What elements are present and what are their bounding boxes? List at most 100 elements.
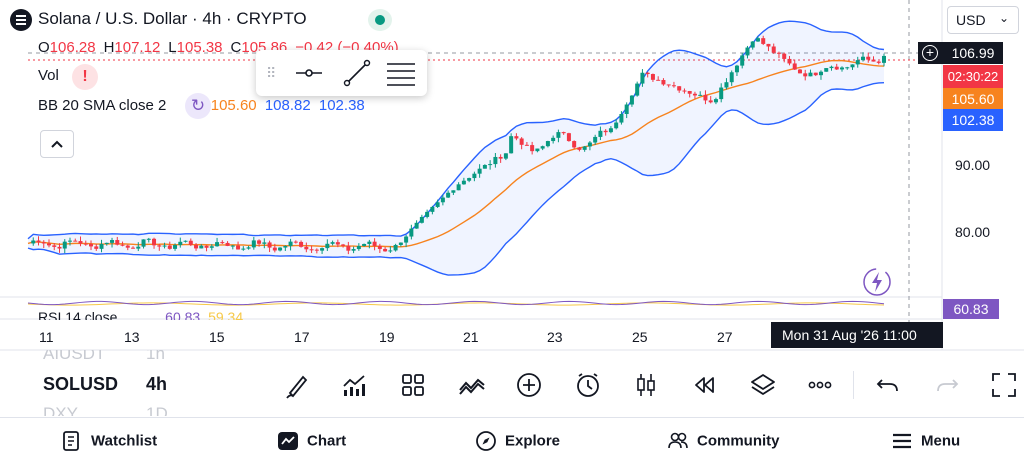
candle-body xyxy=(603,130,608,133)
undo-icon[interactable] xyxy=(871,368,905,402)
candle-body xyxy=(94,246,99,249)
candle-body xyxy=(792,63,797,70)
candle-body xyxy=(225,242,230,246)
bollinger-basis-line xyxy=(27,59,885,248)
solana-logo-icon xyxy=(10,9,32,31)
candle-body xyxy=(724,82,729,88)
candle-body xyxy=(341,244,346,246)
refresh-icon[interactable]: ↻ xyxy=(185,93,211,119)
candle-body xyxy=(740,55,745,66)
add-icon[interactable] xyxy=(512,368,546,402)
chart-type-icon[interactable] xyxy=(455,368,489,402)
replay-icon[interactable] xyxy=(687,368,721,402)
layers-icon[interactable] xyxy=(746,368,780,402)
candle-body xyxy=(755,38,760,42)
candle-body xyxy=(535,148,540,152)
chevron-up-icon xyxy=(51,140,63,148)
current-timeframe[interactable]: 4h xyxy=(146,374,168,394)
lightning-icon[interactable] xyxy=(861,266,893,298)
candle-body xyxy=(551,137,556,142)
candle-body xyxy=(650,74,655,80)
nav-menu[interactable]: Menu xyxy=(891,430,960,452)
rsi-legend[interactable]: RSI 14 close 60.83 59.34 xyxy=(38,309,244,320)
nav-community[interactable]: Community xyxy=(667,430,780,452)
fullscreen-icon[interactable] xyxy=(987,368,1021,402)
candle-body xyxy=(89,243,94,247)
candles-icon[interactable] xyxy=(629,368,663,402)
brush-icon[interactable] xyxy=(281,368,315,402)
crosshair-price-tag: 106.99 xyxy=(943,42,1003,64)
candle-body xyxy=(262,242,267,244)
candle-body xyxy=(572,141,577,148)
candle-body xyxy=(383,248,388,252)
candle-body xyxy=(456,184,461,191)
drawing-toolbar[interactable]: ⠿ xyxy=(256,50,427,96)
candle-body xyxy=(461,180,466,185)
candle-body xyxy=(194,244,199,249)
volume-label[interactable]: Vol xyxy=(38,67,59,84)
volume-warning-icon[interactable]: ! xyxy=(72,64,98,90)
candle-body xyxy=(624,104,629,115)
current-symbol[interactable]: SOLUSD xyxy=(43,374,119,394)
prev-timeframe[interactable]: 1h xyxy=(146,350,165,363)
indicators-icon[interactable] xyxy=(337,368,371,402)
price-tick: 80.00 xyxy=(955,224,991,240)
candle-body xyxy=(524,144,529,146)
candle-body xyxy=(771,46,776,53)
prev-symbol[interactable]: AIUSDT xyxy=(43,350,106,363)
candle-body xyxy=(62,241,67,249)
symbol-title[interactable]: Solana / U.S. Dollar · 4h · CRYPTO xyxy=(38,9,307,28)
next-symbol[interactable]: DXY xyxy=(43,404,78,416)
countdown-tag: 02:30:22 xyxy=(943,65,1003,89)
time-label: 19 xyxy=(379,329,395,345)
bb-lower-tag: 102.38 xyxy=(943,109,1003,131)
candle-body xyxy=(299,241,304,247)
candle-body xyxy=(614,122,619,129)
more-icon[interactable] xyxy=(803,368,837,402)
candle-body xyxy=(540,146,545,149)
candle-body xyxy=(388,250,393,252)
nav-watchlist[interactable]: Watchlist xyxy=(61,430,157,452)
candle-body xyxy=(561,132,566,134)
candle-body xyxy=(283,245,288,248)
candle-body xyxy=(761,38,766,44)
time-label: 13 xyxy=(124,329,140,345)
horizontal-ray-tool-icon[interactable] xyxy=(292,58,326,88)
time-label: 21 xyxy=(463,329,479,345)
chart-icon xyxy=(277,430,299,452)
candle-body xyxy=(750,41,755,48)
bollinger-legend[interactable]: BB 20 SMA close 2 105.60 108.82 102.38 xyxy=(38,97,365,114)
nav-chart[interactable]: Chart xyxy=(277,430,346,452)
bollinger-band-fill xyxy=(28,21,884,276)
candle-body xyxy=(734,65,739,73)
candle-body xyxy=(766,43,771,47)
candle-body xyxy=(409,228,414,237)
candle-body xyxy=(99,243,104,249)
candle-body xyxy=(246,247,251,249)
candle-body xyxy=(199,245,204,249)
candle-body xyxy=(692,93,697,96)
templates-icon[interactable] xyxy=(396,368,430,402)
next-timeframe[interactable]: 1D xyxy=(146,404,168,416)
candle-body xyxy=(47,243,52,246)
nav-explore[interactable]: Explore xyxy=(475,430,560,452)
candle-body xyxy=(430,206,435,212)
trend-line-tool-icon[interactable] xyxy=(340,58,374,88)
candle-body xyxy=(787,58,792,64)
candle-body xyxy=(635,83,640,96)
candle-body xyxy=(682,90,687,92)
symbol-switcher[interactable]: AIUSDT 1h SOLUSD 4h DXY 1D xyxy=(0,350,250,416)
redo-icon[interactable] xyxy=(930,368,964,402)
alert-icon[interactable] xyxy=(571,368,605,402)
crosshair-add-button[interactable]: + xyxy=(918,42,943,64)
candle-body xyxy=(404,236,409,243)
collapse-legend-button[interactable] xyxy=(40,130,74,158)
candle-body xyxy=(335,242,340,245)
fib-retracement-tool-icon[interactable] xyxy=(384,58,418,88)
candle-body xyxy=(556,132,561,138)
drag-handle-icon[interactable]: ⠿ xyxy=(266,65,278,81)
candle-body xyxy=(183,240,188,242)
currency-select[interactable]: USD ⌄ xyxy=(947,6,1019,34)
candle-body xyxy=(703,94,708,101)
